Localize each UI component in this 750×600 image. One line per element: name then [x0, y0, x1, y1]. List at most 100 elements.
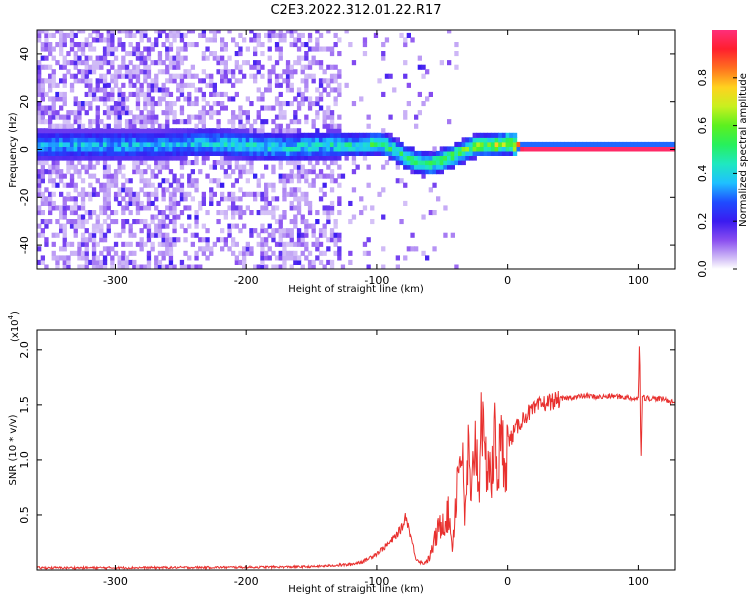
- spectrogram-cell: [282, 246, 287, 252]
- spectrogram-cell: [395, 160, 400, 166]
- spectrogram-cell: [73, 228, 78, 234]
- spectrogram-cell: [249, 210, 254, 216]
- spectrogram-cell: [355, 141, 360, 147]
- spectrogram-cell: [209, 146, 214, 152]
- spectrogram-cell: [37, 160, 42, 166]
- spectrogram-cell: [44, 37, 49, 43]
- spectrogram-cell: [293, 155, 298, 161]
- spectrogram-cell: [447, 119, 452, 125]
- spectrogram-cell: [285, 87, 291, 93]
- spectrogram-cell: [498, 146, 503, 152]
- spectrogram-cell: [512, 141, 518, 147]
- spectrogram-cell: [329, 205, 335, 211]
- spectrogram-cell: [161, 91, 166, 97]
- spectrogram-cell: [264, 264, 269, 269]
- spectrogram-cell: [242, 164, 247, 170]
- spectrogram-cell: [315, 60, 320, 66]
- spectrogram-cell: [110, 110, 115, 116]
- spectrogram-cell: [44, 105, 49, 111]
- spectrogram-cell: [370, 205, 375, 211]
- spectrogram-cell: [51, 137, 56, 143]
- spectrogram-cell: [223, 69, 228, 75]
- spectrogram-cell: [135, 160, 141, 166]
- spectrogram-cell: [549, 146, 554, 152]
- spectrogram-cell: [146, 164, 152, 170]
- spectrogram-cell: [110, 128, 115, 134]
- spectrogram-cell: [102, 132, 108, 138]
- spectrogram-cell: [315, 146, 320, 152]
- spectrogram-cell: [282, 32, 287, 38]
- spectrogram-cell: [44, 150, 49, 156]
- spectrogram-cell: [333, 96, 338, 102]
- spectrogram-cell: [194, 223, 199, 229]
- spectrogram-cell: [194, 146, 199, 152]
- spectrogram-cell: [132, 169, 137, 175]
- spectrogram-cell: [542, 141, 547, 147]
- spectrogram-cell: [190, 132, 195, 138]
- spectrogram-cell: [77, 219, 82, 225]
- spectrogram-cell: [165, 150, 170, 156]
- spectrogram-cell: [80, 178, 86, 184]
- spectrogram-cell: [329, 210, 335, 216]
- spectrogram-cell: [234, 91, 239, 97]
- spectrogram-cell: [106, 96, 111, 102]
- spectrogram-cell: [307, 141, 313, 147]
- spectrogram-cell: [362, 141, 368, 147]
- spectrogram-cell: [183, 32, 188, 38]
- spectrogram-cell: [102, 150, 108, 156]
- spectrogram-cell: [293, 69, 298, 75]
- spectrogram-cell: [329, 110, 335, 116]
- spectrogram-cell: [40, 42, 45, 48]
- spectrogram-cell: [110, 137, 115, 143]
- spectrogram-cell: [326, 164, 331, 170]
- spectrogram-cell: [62, 82, 67, 88]
- spectrogram-cell: [110, 30, 115, 34]
- spectrogram-cell: [322, 137, 327, 143]
- spectrogram-cell: [472, 150, 477, 156]
- spectrogram-cell: [80, 255, 86, 261]
- spectrogram-cell: [300, 91, 305, 97]
- spectrogram-cell: [256, 264, 261, 269]
- spectrogram-cell: [220, 155, 225, 161]
- spectrogram-cell: [318, 146, 324, 152]
- spectrogram-cell: [516, 141, 521, 147]
- spectrogram-cell: [220, 132, 225, 138]
- spectrogram-cell: [99, 150, 104, 156]
- spectrogram-cell: [165, 64, 170, 70]
- spectrogram-cell: [443, 164, 448, 170]
- spectrogram-cell: [201, 69, 206, 75]
- spectrogram-cell: [48, 191, 53, 197]
- spectrogram-cell: [296, 169, 302, 175]
- spectrogram-cell: [392, 155, 397, 161]
- spectrogram-cell: [143, 123, 148, 129]
- spectrogram-cell: [384, 160, 390, 166]
- spectrogram-cell: [172, 228, 177, 234]
- spectrogram-cell: [95, 214, 100, 220]
- spectrogram-cell: [231, 191, 236, 197]
- spectrogram-cell: [139, 60, 144, 66]
- spectrogram-cell: [641, 141, 646, 147]
- spectrogram-cell: [223, 237, 228, 243]
- spectrogram-cell: [608, 146, 613, 152]
- spectrogram-cell: [483, 132, 488, 138]
- spectrogram-cell: [106, 150, 111, 156]
- snr-x-tick-label: 100: [628, 575, 649, 588]
- spectrogram-cell: [157, 32, 163, 38]
- snr-y-tick-label: 1.5: [18, 396, 31, 414]
- spectrogram-cell: [124, 132, 130, 138]
- spectrogram-cell: [315, 87, 320, 93]
- spectrogram-cell: [146, 146, 152, 152]
- spectrogram-cell: [117, 169, 122, 175]
- spectrogram-cell: [410, 146, 415, 152]
- spectrogram-cell: [150, 155, 155, 161]
- spectrogram-cell: [274, 123, 280, 129]
- spectrogram-cell: [340, 173, 346, 179]
- spectrogram-cell: [274, 228, 280, 234]
- spectrogram-cell: [267, 55, 272, 61]
- spectrogram-cell: [282, 137, 287, 143]
- spectrogram-cell: [483, 146, 488, 152]
- spectrogram-cell: [37, 78, 42, 84]
- spectrogram-cell: [231, 73, 236, 79]
- spectrogram-cell: [37, 32, 42, 38]
